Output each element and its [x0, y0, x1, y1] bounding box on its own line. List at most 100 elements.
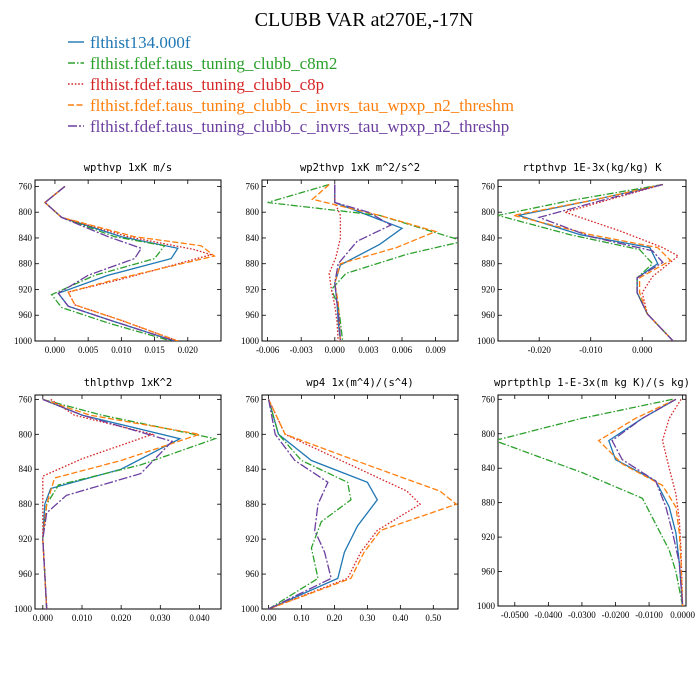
panel-3: rtpthvp 1E-3x(kg/kg) K 760 800 840 880 920 960…: [477, 162, 687, 355]
y-tick-label: 920: [482, 532, 496, 542]
series-line-5: [267, 399, 332, 609]
panel-title: wp2thvp 1xK m^2/s^2: [300, 162, 420, 174]
y-tick-label: 1000: [477, 601, 496, 611]
x-tick-label: -0.0400: [534, 610, 562, 620]
y-tick-label: 880: [246, 499, 260, 509]
series-line-1: [267, 399, 379, 609]
series-line-2: [267, 399, 352, 609]
series-line-3: [562, 183, 680, 341]
y-tick-label: 920: [482, 284, 496, 294]
legend-label-4: flthist.fdef.taus_tuning_clubb_c_invrs_t…: [90, 117, 509, 136]
y-tick-label: 800: [246, 207, 260, 217]
panel-1: wpthvp 1xK m/s 760 800 840 880 920 960 1000 0.00…: [14, 162, 222, 355]
y-tick-label: 960: [482, 567, 496, 577]
x-tick-label: 0.006: [392, 345, 413, 355]
x-tick-label: 0.030: [150, 613, 171, 623]
legend: flthist134.000f flthist.fdef.taus_tuning_…: [68, 33, 514, 136]
series-line-4: [597, 398, 684, 606]
panel-4: thlpthvp 1xK^2 760 800 840 880 920 960 10000.00…: [14, 377, 222, 623]
y-tick-label: 960: [246, 569, 260, 579]
y-tick-label: 920: [19, 284, 33, 294]
series-line-4: [513, 183, 674, 341]
y-tick-label: 920: [246, 534, 260, 544]
y-tick-label: 800: [482, 207, 496, 217]
series-line-4: [43, 185, 216, 341]
x-tick-label: -0.0100: [635, 610, 663, 620]
series-line-2: [267, 183, 458, 341]
y-tick-label: 1000: [477, 336, 496, 346]
y-tick-label: 1000: [241, 336, 260, 346]
x-tick-label: 0.000: [325, 345, 346, 355]
series-line-2: [498, 398, 684, 606]
series-line-2: [42, 398, 218, 609]
series-line-5: [537, 183, 674, 341]
x-tick-label: 0.020: [178, 345, 199, 355]
plot-frame: [261, 394, 459, 610]
series-line-4: [42, 398, 200, 609]
y-tick-label: 920: [246, 284, 260, 294]
y-tick-label: 1000: [14, 604, 33, 614]
x-tick-label: 0.50: [425, 613, 441, 623]
series-line-1: [608, 398, 684, 606]
plot-frame: [34, 179, 222, 342]
x-tick-label: -0.006: [256, 345, 280, 355]
y-tick-label: 840: [482, 463, 496, 473]
x-tick-label: 0.020: [111, 613, 132, 623]
series-line-3: [42, 398, 155, 609]
x-tick-label: 0.040: [189, 613, 210, 623]
series-line-2: [498, 183, 674, 341]
x-tick-label: 0.000: [45, 345, 66, 355]
series-line-4: [268, 399, 458, 609]
y-tick-label: 800: [246, 429, 260, 439]
series-line-5: [43, 185, 175, 341]
figure-title: CLUBB VAR at270E,-17N: [255, 9, 474, 31]
y-tick-label: 760: [19, 394, 33, 404]
y-tick-label: 760: [19, 181, 33, 191]
x-tick-label: 0.000: [33, 613, 54, 623]
panel-5: wp4 1x(m^4)/(s^4)76080084088092096010000…: [241, 377, 459, 623]
y-tick-label: 800: [19, 207, 33, 217]
legend-label-0: flthist134.000f: [90, 33, 191, 52]
legend-label-3: flthist.fdef.taus_tuning_clubb_c_invrs_t…: [90, 96, 514, 115]
y-tick-label: 840: [246, 233, 260, 243]
y-tick-label: 760: [246, 181, 260, 191]
plot-frame: [497, 394, 687, 607]
y-tick-label: 1000: [14, 336, 33, 346]
panel-title: thlpthvp 1xK^2: [84, 377, 173, 389]
x-tick-label: 0.00: [261, 613, 277, 623]
y-tick-label: 760: [246, 394, 260, 404]
series-line-5: [611, 398, 684, 606]
y-tick-label: 960: [246, 310, 260, 320]
x-tick-label: -0.010: [579, 345, 603, 355]
series-line-1: [42, 398, 182, 609]
panel-6: wprtpthlp 1-E-3x(m kg K)/(s kg) 760 800 840…: [477, 377, 696, 620]
series-line-3: [268, 399, 422, 609]
y-tick-label: 1000: [241, 604, 260, 614]
y-tick-label: 880: [482, 498, 496, 508]
y-tick-label: 960: [19, 569, 33, 579]
y-tick-label: 960: [482, 310, 496, 320]
x-tick-label: 0.009: [425, 345, 446, 355]
x-tick-label: 0.40: [392, 613, 408, 623]
x-tick-label: 0.015: [144, 345, 165, 355]
panel-title: wprtpthlp 1-E-3x(m kg K)/(s kg): [494, 377, 690, 389]
x-tick-label: 0.010: [111, 345, 132, 355]
y-tick-label: 800: [482, 429, 496, 439]
x-tick-label: 0.20: [327, 613, 343, 623]
series-line-1: [43, 185, 179, 341]
y-tick-label: 880: [19, 499, 33, 509]
y-tick-label: 840: [19, 464, 33, 474]
y-tick-label: 960: [19, 310, 33, 320]
y-tick-label: 840: [482, 233, 496, 243]
plot-frame: [34, 394, 222, 610]
y-tick-label: 840: [246, 464, 260, 474]
x-tick-label: -0.0300: [568, 610, 596, 620]
x-tick-label: -0.0500: [501, 610, 529, 620]
x-tick-label: -0.0200: [602, 610, 630, 620]
y-tick-label: 760: [482, 181, 496, 191]
x-tick-label: 0.010: [72, 613, 93, 623]
series-line-1: [334, 184, 404, 341]
y-tick-label: 920: [19, 534, 33, 544]
series-line-2: [43, 185, 172, 341]
legend-label-2: flthist.fdef.taus_tuning_clubb_c8p: [90, 75, 324, 94]
